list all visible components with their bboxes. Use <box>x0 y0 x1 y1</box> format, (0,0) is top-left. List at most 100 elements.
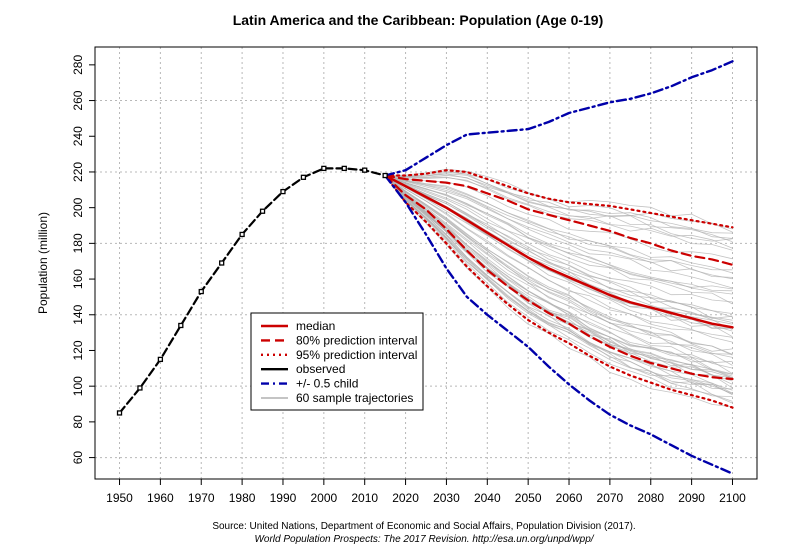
x-tick-label: 2030 <box>433 491 460 505</box>
series-95-prediction-interval-lower <box>384 174 734 409</box>
sample-trajectory <box>385 175 733 249</box>
sample-trajectory <box>384 175 733 352</box>
sample-trajectory <box>384 175 733 338</box>
x-tick-label: 1970 <box>188 491 215 505</box>
observed-point <box>341 165 347 172</box>
x-tick-label: 2010 <box>351 491 378 505</box>
sample-trajectory <box>385 170 733 233</box>
sample-trajectory <box>384 175 733 321</box>
sample-trajectory <box>384 175 733 355</box>
sample-trajectory <box>385 171 733 234</box>
y-tick-label: 240 <box>71 126 85 146</box>
sample-trajectory <box>384 175 733 343</box>
legend-label-trajectories: 60 sample trajectories <box>296 391 413 405</box>
sample-trajectory <box>384 175 733 379</box>
grid <box>95 47 757 479</box>
sample-trajectory <box>385 175 733 251</box>
observed-point <box>178 322 184 329</box>
y-tick-label: 120 <box>71 340 85 360</box>
y-tick-label: 280 <box>71 55 85 75</box>
series-80-prediction-interval-upper <box>384 174 734 266</box>
sample-trajectory <box>385 168 733 230</box>
x-tick-label: 2040 <box>474 491 501 505</box>
sample-trajectory <box>384 175 733 408</box>
observed-point <box>300 174 307 180</box>
legend-label-median: median <box>296 319 335 333</box>
sample-trajectory <box>384 175 733 290</box>
observed-point <box>157 356 164 363</box>
observed-point <box>280 188 286 195</box>
observed-point <box>321 165 327 172</box>
sample-trajectory <box>384 175 733 289</box>
legend-label-pi95: 95% prediction interval <box>296 348 417 362</box>
y-tick-label: 80 <box>71 415 85 429</box>
x-tick-label: 2060 <box>556 491 583 505</box>
legend-label-half_child: +/- 0.5 child <box>296 377 358 391</box>
sample-trajectory <box>384 175 733 292</box>
sample-trajectory <box>384 175 733 305</box>
x-tick-label: 2000 <box>310 491 337 505</box>
legend-box <box>250 312 424 411</box>
y-tick-label: 180 <box>71 233 85 253</box>
x-tick-label: 2050 <box>515 491 542 505</box>
y-tick-label: 260 <box>71 90 85 110</box>
series-observed <box>118 167 387 415</box>
observed-point <box>362 167 368 173</box>
observed-point <box>198 288 204 295</box>
sample-trajectory <box>384 175 733 303</box>
y-tick-label: 220 <box>71 162 85 182</box>
sample-trajectory <box>384 175 733 390</box>
sample-trajectory <box>384 175 733 338</box>
series <box>118 60 734 475</box>
observed-point <box>219 260 225 266</box>
sample-trajectory <box>385 173 733 239</box>
x-tick-label: 2070 <box>597 491 624 505</box>
x-tick-label: 1980 <box>229 491 256 505</box>
sample-trajectory <box>384 175 733 385</box>
sample-trajectories <box>384 168 733 408</box>
legend-label-observed: observed <box>296 362 345 376</box>
sample-trajectory <box>384 175 733 278</box>
series-80-prediction-interval-lower <box>384 174 734 381</box>
y-tick-label: 140 <box>71 304 85 324</box>
y-axis-label: Population (million) <box>36 212 50 314</box>
x-tick-label: 1960 <box>147 491 174 505</box>
sample-trajectory <box>385 175 733 271</box>
series-0-5-child-lower <box>383 174 734 475</box>
axes: 1950 1960 1970 1980 1990 2000 2010 2020 2030 2040… <box>71 55 746 505</box>
x-tick-label: 1950 <box>106 491 133 505</box>
sample-trajectory <box>384 175 733 355</box>
sample-trajectory <box>384 175 733 314</box>
sample-trajectory <box>385 175 733 274</box>
x-tick-label: 2100 <box>719 491 746 505</box>
source-note: Source: United Nations, Department of Ec… <box>212 521 635 532</box>
sample-trajectory <box>384 175 733 394</box>
chart-title: Latin America and the Caribbean: Populat… <box>233 12 604 28</box>
y-tick-label: 160 <box>71 269 85 289</box>
observed-point <box>116 410 123 416</box>
observed-point <box>382 172 388 179</box>
plot-frame <box>94 46 758 480</box>
observed-points <box>116 165 388 416</box>
sample-trajectory <box>384 175 733 404</box>
y-tick-label: 100 <box>71 376 85 396</box>
legend-label-pi80: 80% prediction interval <box>296 333 417 347</box>
x-tick-label: 2020 <box>392 491 419 505</box>
x-tick-label: 2090 <box>678 491 705 505</box>
x-tick-label: 2080 <box>637 491 664 505</box>
observed-point <box>239 231 245 238</box>
series-95-prediction-interval-upper <box>384 169 734 229</box>
y-tick-label: 60 <box>71 451 85 465</box>
sample-trajectory <box>384 175 733 396</box>
x-tick-label: 1990 <box>270 491 297 505</box>
observed-point <box>259 208 266 214</box>
y-tick-label: 200 <box>71 197 85 217</box>
sample-trajectory <box>385 174 733 242</box>
source-citation: World Population Prospects: The 2017 Rev… <box>254 534 594 545</box>
sample-trajectory <box>384 175 733 366</box>
observed-point <box>137 385 143 391</box>
sample-trajectory <box>384 175 733 319</box>
series-median <box>383 174 734 329</box>
